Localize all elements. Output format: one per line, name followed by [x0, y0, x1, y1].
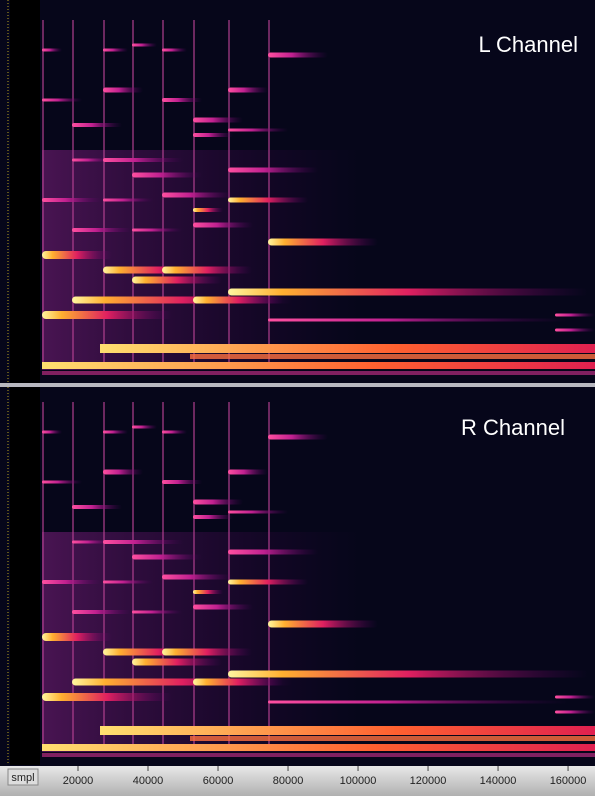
- harmonic: [555, 711, 595, 714]
- harmonic: [103, 158, 183, 162]
- harmonic: [132, 44, 157, 47]
- tick-label: 120000: [410, 775, 447, 787]
- harmonic: [193, 223, 253, 228]
- harmonic: [132, 659, 222, 666]
- harmonic: [162, 649, 252, 656]
- harmonic: [72, 610, 132, 614]
- bass-band: [190, 736, 595, 741]
- harmonic: [42, 198, 102, 202]
- harmonic: [132, 229, 182, 232]
- tick-label: 60000: [203, 775, 234, 787]
- onset: [268, 402, 270, 747]
- harmonic: [42, 99, 82, 102]
- harmonic: [162, 267, 252, 274]
- harmonic: [132, 173, 202, 178]
- onset: [268, 20, 270, 365]
- harmonic: [42, 693, 172, 701]
- harmonic: [103, 49, 128, 52]
- harmonic: [193, 679, 283, 686]
- harmonic: [228, 580, 308, 585]
- tick-label: 140000: [480, 775, 517, 787]
- harmonic: [228, 470, 268, 475]
- harmonic: [42, 49, 62, 52]
- unit-label: smpl: [11, 772, 34, 784]
- harmonic: [42, 580, 102, 584]
- spectrum-haze: [42, 532, 362, 752]
- harmonic: [228, 168, 318, 173]
- harmonic: [72, 123, 122, 127]
- bass-band: [42, 362, 595, 369]
- harmonic: [268, 239, 378, 246]
- tick-label: 100000: [340, 775, 377, 787]
- bass-band: [100, 344, 595, 353]
- tick-label: 20000: [63, 775, 94, 787]
- bass-band: [100, 726, 595, 735]
- tick-label: 40000: [133, 775, 164, 787]
- harmonic: [193, 515, 233, 519]
- harmonic: [103, 470, 143, 475]
- harmonic: [72, 505, 122, 509]
- harmonic: [228, 129, 288, 132]
- bass-band: [42, 371, 595, 375]
- left-strip: [10, 0, 40, 383]
- tick-label: 80000: [273, 775, 304, 787]
- bass-band: [42, 753, 595, 757]
- harmonic: [42, 481, 82, 484]
- channel-label: R Channel: [461, 415, 565, 440]
- harmonic: [193, 500, 243, 505]
- channel-separator: [0, 383, 595, 387]
- bass-band: [42, 744, 595, 751]
- harmonic: [132, 611, 182, 614]
- harmonic: [193, 297, 283, 304]
- harmonic: [228, 289, 588, 296]
- harmonic: [132, 277, 222, 284]
- channel-label: L Channel: [479, 32, 578, 57]
- harmonic: [162, 480, 202, 484]
- harmonic: [162, 575, 232, 580]
- harmonic: [103, 199, 153, 202]
- harmonic: [162, 193, 232, 198]
- harmonic: [132, 426, 157, 429]
- harmonic: [162, 431, 187, 434]
- bass-band: [190, 354, 595, 359]
- harmonic: [132, 555, 202, 560]
- harmonic: [228, 88, 268, 93]
- harmonic: [42, 633, 112, 641]
- left-strip: [10, 382, 40, 765]
- harmonic: [228, 550, 318, 555]
- harmonic: [72, 228, 132, 232]
- harmonic: [193, 605, 253, 610]
- harmonic: [162, 49, 187, 52]
- harmonic: [162, 98, 202, 102]
- harmonic: [193, 118, 243, 123]
- harmonic: [103, 431, 128, 434]
- spectrogram-window: L Channel R Channel smpl 20000 40000 60000…: [0, 0, 595, 796]
- harmonic: [228, 511, 288, 514]
- harmonic: [268, 435, 328, 440]
- ruler: smpl 20000 40000 60000 80000 100000 120000 140…: [0, 766, 595, 796]
- harmonic: [268, 621, 378, 628]
- harmonic: [193, 208, 223, 212]
- spectrum-haze: [42, 150, 362, 370]
- harmonic: [555, 329, 595, 332]
- tick-label: 160000: [550, 775, 587, 787]
- harmonic: [228, 198, 308, 203]
- harmonic: [268, 53, 328, 58]
- harmonic: [555, 696, 595, 699]
- harmonic: [42, 251, 112, 259]
- harmonic: [103, 540, 183, 544]
- harmonic: [228, 671, 588, 678]
- harmonic: [103, 581, 153, 584]
- harmonic: [268, 319, 568, 322]
- harmonic: [268, 701, 568, 704]
- harmonic: [42, 311, 172, 319]
- harmonic: [103, 88, 143, 93]
- harmonic: [193, 133, 233, 137]
- harmonic: [193, 590, 223, 594]
- harmonic: [42, 431, 62, 434]
- harmonic: [555, 314, 595, 317]
